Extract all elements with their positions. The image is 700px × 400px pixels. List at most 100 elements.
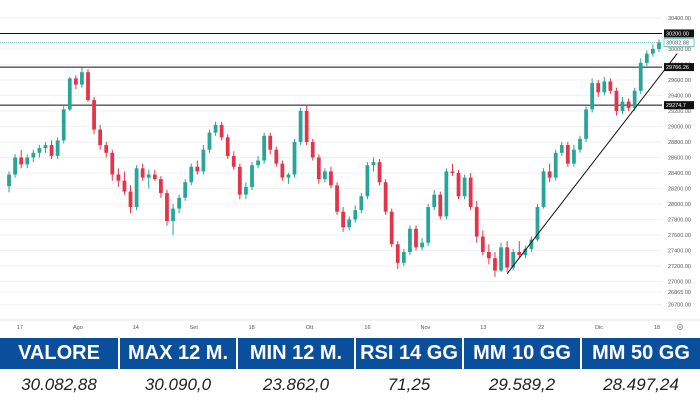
candle-body xyxy=(474,207,479,237)
candle-body xyxy=(86,72,90,101)
stat-label: MM 50 GG xyxy=(582,338,700,369)
chart-grid xyxy=(0,17,662,306)
candle-body xyxy=(444,171,449,217)
candle-body xyxy=(316,157,321,180)
candle-body xyxy=(426,207,431,243)
candle-body xyxy=(13,157,17,175)
time-tick-label: Ott xyxy=(306,325,314,331)
candle-body xyxy=(572,149,576,164)
price-levels xyxy=(0,32,662,106)
time-tick-label: 22 xyxy=(538,325,544,331)
candle-body xyxy=(541,171,546,208)
stat-value: 71,25 xyxy=(356,369,462,400)
candle-body xyxy=(201,149,206,172)
candle-body xyxy=(505,247,509,268)
candle-body xyxy=(638,62,643,91)
stat-value: 28.497,24 xyxy=(582,369,700,400)
candle-body xyxy=(559,145,564,153)
candle-body xyxy=(213,124,218,133)
candle-body xyxy=(547,171,552,178)
candle-body xyxy=(517,252,522,256)
chart-canvas: 30400.0030200.0030000.0029800.0029600.00… xyxy=(0,16,700,331)
price-tick-label: 27600.00 xyxy=(668,233,691,239)
price-tick-label: 30000.00 xyxy=(668,47,691,53)
price-tick-label: 27400.00 xyxy=(668,248,691,254)
candle-body xyxy=(49,145,54,156)
candle-body xyxy=(152,174,157,180)
candle-body xyxy=(286,174,291,178)
time-tick-label: Dic xyxy=(595,325,603,331)
settings-icon[interactable] xyxy=(677,324,683,330)
candle-body xyxy=(644,53,649,63)
candle-body xyxy=(7,174,11,187)
candle-body xyxy=(171,208,175,221)
stat-value: 30.082,88 xyxy=(0,369,118,400)
candle-body xyxy=(353,210,358,220)
candle-body xyxy=(602,81,607,93)
candle-body xyxy=(304,110,309,142)
trendline xyxy=(506,53,678,275)
time-axis: 17 Ago 14 Set 18 Ott 16 Nov 13 22 Dic 18 xyxy=(0,319,700,331)
time-tick-label: Nov xyxy=(420,325,430,331)
stat-label: MIN 12 M. xyxy=(238,338,354,369)
stat-label: MM 10 GG xyxy=(464,338,580,369)
stat-max-12m: MAX 12 M. 30.090,0 xyxy=(120,338,236,400)
level-price-tag xyxy=(664,101,694,110)
price-tick-label: 27000.00 xyxy=(668,279,691,285)
candle-body xyxy=(159,179,163,194)
candle-body xyxy=(359,196,364,211)
stat-label: RSI 14 GG xyxy=(356,338,462,369)
candle-body xyxy=(329,171,333,186)
candle-body xyxy=(177,197,181,209)
stat-mm-10gg: MM 10 GG 29.589,2 xyxy=(464,338,580,400)
candle-body xyxy=(651,48,655,54)
last-price-label: 30082.88 xyxy=(666,41,689,47)
candle-body xyxy=(25,157,30,165)
candle-body xyxy=(438,194,443,217)
level-price-label: 30200.00 xyxy=(666,31,689,37)
candle-body xyxy=(383,182,388,212)
price-tick-label: 26865.00 xyxy=(668,290,691,296)
candle-body xyxy=(608,81,613,91)
candlestick-chart: 30400.0030200.0030000.0029800.0029600.00… xyxy=(0,16,700,331)
stats-table: VALORE 30.082,88 MAX 12 M. 30.090,0 MIN … xyxy=(0,338,700,400)
candle-body xyxy=(110,152,115,175)
time-tick-label: 17 xyxy=(17,325,23,331)
candle-body xyxy=(420,242,424,248)
stat-value: 29.589,2 xyxy=(464,369,580,400)
candle-body xyxy=(43,145,48,149)
candle-body xyxy=(104,145,109,153)
stat-valore: VALORE 30.082,88 xyxy=(0,338,118,400)
candle-body xyxy=(310,141,315,158)
candle-body xyxy=(134,168,139,208)
candle-body xyxy=(578,138,582,150)
price-tick-label: 28200.00 xyxy=(668,186,691,192)
candle-body xyxy=(231,155,236,167)
price-tick-label: 29400.00 xyxy=(668,93,691,99)
price-tick-label: 27200.00 xyxy=(668,264,691,270)
candle-body xyxy=(341,211,345,228)
candle-body xyxy=(432,194,437,208)
candle-body xyxy=(268,135,273,150)
stat-label: VALORE xyxy=(0,338,118,369)
candle-body xyxy=(408,228,412,252)
level-price-tag xyxy=(664,29,694,38)
price-tick-label: 30400.00 xyxy=(668,16,691,22)
candle-body xyxy=(116,174,121,181)
price-tick-label: 29000.00 xyxy=(668,124,691,130)
candle-body xyxy=(98,129,103,146)
stat-min-12m: MIN 12 M. 23.862,0 xyxy=(238,338,354,400)
time-tick-label: 18 xyxy=(249,325,255,331)
candle-body xyxy=(614,90,619,111)
candle-body xyxy=(511,252,516,268)
candle-body xyxy=(456,172,461,197)
candle-body xyxy=(146,174,151,178)
candle-body xyxy=(626,101,631,108)
candle-body xyxy=(480,236,485,252)
candle-body xyxy=(523,248,528,256)
candle-body xyxy=(67,78,72,110)
time-tick-label: 13 xyxy=(480,325,486,331)
candle-body xyxy=(468,177,473,208)
candle-body xyxy=(529,239,534,249)
candle-body xyxy=(414,228,418,248)
